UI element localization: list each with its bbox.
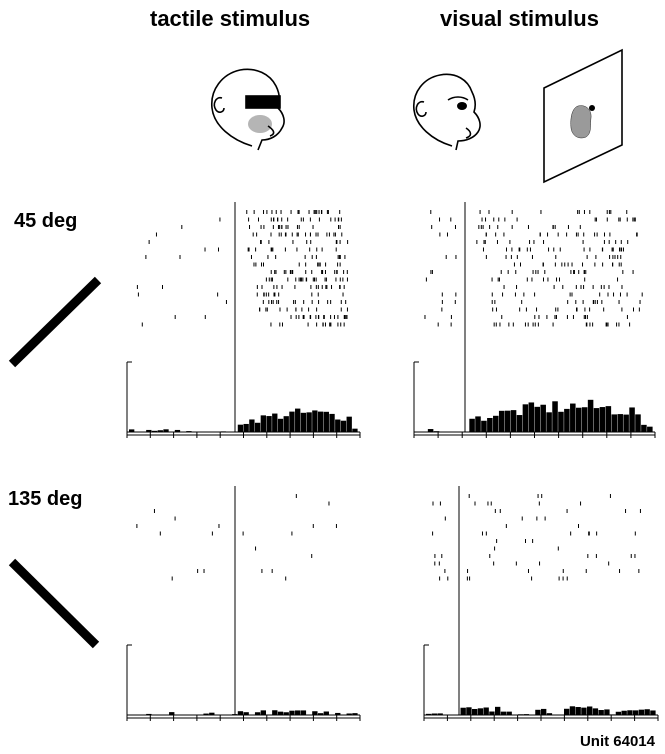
row-label-135: 135 deg <box>8 488 83 510</box>
spike-raster <box>432 494 641 581</box>
row-label-45: 45 deg <box>14 210 78 232</box>
bar-orientation-45-icon <box>8 276 102 368</box>
psth-histogram <box>146 710 358 715</box>
unit-label: Unit 64014 <box>579 733 655 750</box>
panel-tactile-45 <box>126 202 361 438</box>
monkey-head-icon <box>413 73 481 151</box>
column-title-tactile: tactile stimulus <box>150 6 311 31</box>
bar-orientation-135-icon <box>8 558 100 649</box>
psth-histogram <box>427 399 653 432</box>
spike-raster <box>424 210 643 327</box>
projection-screen-icon <box>543 48 623 184</box>
histogram-axes <box>126 644 361 721</box>
monkey-head-blindfolded-icon <box>211 68 285 151</box>
spike-raster <box>136 494 337 581</box>
psth-histogram <box>129 408 358 432</box>
psth-histogram <box>426 706 656 715</box>
spike-raster <box>136 210 349 327</box>
panel-visual-135 <box>423 486 659 721</box>
column-title-visual: visual stimulus <box>440 6 599 31</box>
panel-tactile-135 <box>126 486 361 721</box>
panel-visual-45 <box>413 202 656 438</box>
